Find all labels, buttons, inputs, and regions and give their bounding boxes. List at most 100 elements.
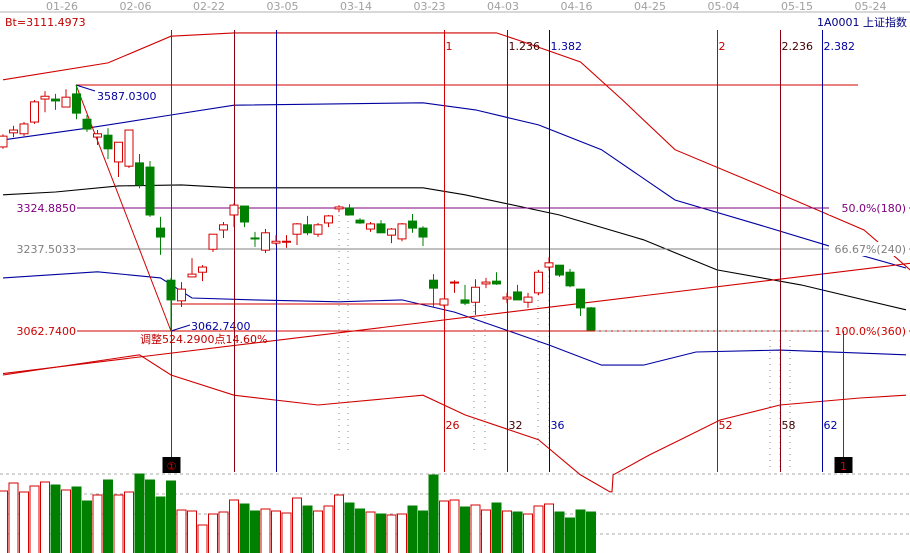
candle xyxy=(576,288,585,316)
candle-body xyxy=(292,223,302,235)
candle-body xyxy=(397,223,407,240)
candle-body xyxy=(492,280,501,285)
volume-bar xyxy=(334,494,344,553)
candles-layer xyxy=(0,84,596,331)
candle xyxy=(429,274,438,307)
candle xyxy=(40,91,50,113)
date-tick-label: 03-23 xyxy=(414,0,446,13)
candle xyxy=(439,298,449,307)
volume-bar xyxy=(145,479,155,553)
volume-bar xyxy=(229,499,239,553)
candle xyxy=(30,100,39,124)
candle xyxy=(481,277,491,289)
candle xyxy=(229,203,239,228)
candle xyxy=(82,115,92,132)
candle-body xyxy=(229,204,239,216)
time-zone-count-label: 62 xyxy=(824,419,838,432)
candle-body xyxy=(439,298,449,306)
candle-body xyxy=(93,133,102,138)
volume-bar xyxy=(523,513,533,553)
candle xyxy=(513,284,522,301)
candle xyxy=(397,222,407,242)
candle-body xyxy=(334,206,344,210)
candle xyxy=(103,128,113,160)
date-tick-label: 04-16 xyxy=(561,0,593,13)
candle-body xyxy=(324,215,333,224)
volume-bar xyxy=(460,506,470,553)
time-zone-marker-box xyxy=(162,457,181,473)
date-tick-label: 02-06 xyxy=(120,0,152,13)
fib-label-bg xyxy=(829,200,909,215)
candle xyxy=(0,134,8,149)
volume-bar xyxy=(502,510,512,553)
candle-body xyxy=(177,288,186,302)
volume-bar xyxy=(554,511,565,553)
fib-level-percent-label: 100.0%(360) xyxy=(834,325,906,338)
candle xyxy=(471,279,480,315)
volume-bar xyxy=(166,480,176,553)
candle-body xyxy=(387,228,396,236)
candle-body xyxy=(313,224,323,235)
candle xyxy=(292,222,302,246)
fib-level-percent-label: 66.67%(240) xyxy=(834,243,906,256)
volume-bar xyxy=(386,514,397,553)
volume-bar xyxy=(71,486,82,553)
candle-body xyxy=(51,98,60,102)
candle-body xyxy=(124,129,134,167)
volume-bar xyxy=(470,504,481,553)
candle-body xyxy=(114,141,123,163)
volume-bar xyxy=(155,496,166,553)
candle-body xyxy=(366,223,375,230)
candle xyxy=(334,205,344,213)
candle-body xyxy=(565,271,575,287)
candle xyxy=(555,264,564,277)
candle-body xyxy=(19,123,29,135)
volume-bar xyxy=(281,512,292,553)
candle-body xyxy=(198,266,207,273)
candle-body xyxy=(376,223,386,234)
candle-body xyxy=(481,281,491,285)
volume-bar xyxy=(113,494,124,553)
time-zone-ratio-label: 1 xyxy=(446,40,453,53)
volume-bar xyxy=(491,502,502,553)
candle-body xyxy=(250,237,260,240)
volume-bar xyxy=(250,510,260,553)
date-tick-label: 02-22 xyxy=(193,0,225,13)
volume-bar xyxy=(218,511,229,553)
time-zone-ratio-label: 2 xyxy=(719,40,726,53)
candle xyxy=(565,268,575,288)
candle-body xyxy=(534,271,543,294)
candle-body xyxy=(429,279,438,289)
time-zone-count-label: 26 xyxy=(446,419,460,432)
volume-bar xyxy=(376,513,386,553)
candle-body xyxy=(555,264,564,276)
candle xyxy=(523,292,533,308)
candle xyxy=(544,257,554,270)
date-tick-label: 01-26 xyxy=(46,0,78,13)
volume-bar xyxy=(355,508,365,553)
candle-body xyxy=(82,118,92,130)
time-zone-marker: ① xyxy=(167,460,177,473)
candle-body xyxy=(303,224,312,234)
candle xyxy=(387,228,396,244)
volume-bar xyxy=(586,511,596,553)
candle-body xyxy=(219,224,228,231)
candle-body xyxy=(523,296,533,303)
candle xyxy=(282,235,291,248)
time-zone-ratio-label: 1.236 xyxy=(509,40,541,53)
candle-body xyxy=(282,240,291,243)
swing-diagonal xyxy=(75,84,172,332)
candle-body xyxy=(103,134,113,150)
candle xyxy=(114,141,123,177)
candle xyxy=(492,272,501,285)
volume-bar xyxy=(449,499,460,553)
candle xyxy=(303,215,312,236)
candle xyxy=(534,269,543,296)
candle-body xyxy=(502,296,512,300)
candle xyxy=(355,218,365,224)
candle xyxy=(19,122,29,137)
band-lower_outer xyxy=(2,354,907,493)
candle-body xyxy=(30,101,39,123)
candle-body xyxy=(187,273,197,278)
